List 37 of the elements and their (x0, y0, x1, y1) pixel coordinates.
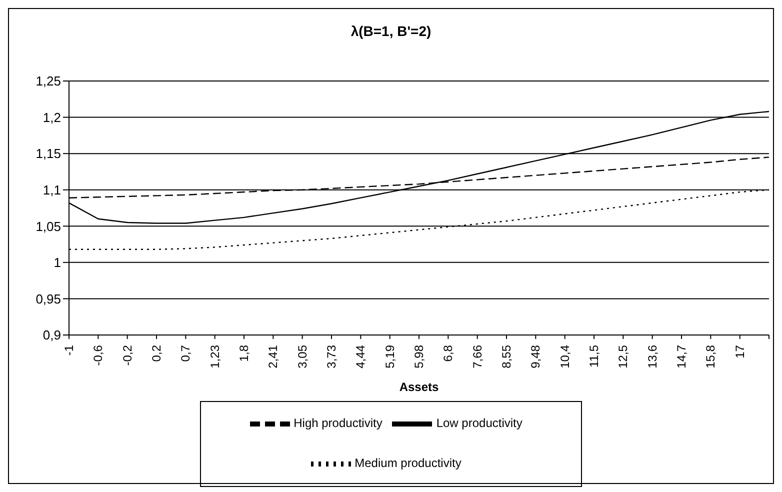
x-tick-label: 4,44 (354, 344, 368, 368)
x-tick-label: 9,48 (528, 344, 543, 368)
x-tick-label: 0,2 (150, 344, 164, 362)
y-tick-label: 0,9 (42, 328, 61, 343)
x-tick-label: 11,5 (587, 344, 601, 368)
y-tick-label: 0,95 (36, 291, 61, 306)
x-tick-label: 3,05 (295, 344, 310, 368)
legend-label: Medium productivity (354, 456, 462, 470)
y-tick-label: 1 (54, 255, 61, 270)
y-tick-label: 1,1 (42, 182, 61, 198)
x-tick-label: 14,7 (674, 344, 688, 368)
x-tick-label: 5,98 (412, 344, 426, 368)
x-tick-label: 2,41 (266, 344, 280, 368)
x-tick-label: 6,8 (441, 344, 456, 362)
x-tick-label: 17 (732, 344, 747, 358)
x-tick-label: 10,4 (558, 344, 572, 368)
y-tick-label: 1,15 (36, 146, 61, 162)
x-axis-title: Assets (399, 380, 440, 394)
x-tick-label: -0,2 (120, 344, 134, 366)
x-tick-label: 0,7 (178, 344, 193, 362)
x-tick-label: 15,8 (704, 344, 718, 368)
x-tick-label: 7,66 (470, 344, 484, 368)
y-tick-label: 1,2 (42, 110, 61, 125)
y-tick-label: 1,05 (36, 218, 61, 234)
x-tick-label: 13,6 (645, 344, 660, 368)
x-tick-label: 1,8 (237, 344, 251, 362)
legend-label: Low productivity (436, 416, 522, 430)
x-tick-label: 12,5 (616, 344, 630, 368)
chart-title: λ(B=1, B'=2) (350, 22, 432, 41)
x-tick-label: 3,73 (324, 344, 338, 368)
x-tick-label: 5,19 (382, 344, 397, 368)
y-tick-label: 1,25 (36, 74, 61, 89)
x-tick-label: -1 (62, 344, 76, 356)
legend-label: High productivity (294, 416, 382, 430)
x-tick-label: 8,55 (500, 344, 514, 368)
x-tick-label: -0,6 (91, 344, 106, 366)
x-tick-label: 1,23 (208, 344, 222, 368)
